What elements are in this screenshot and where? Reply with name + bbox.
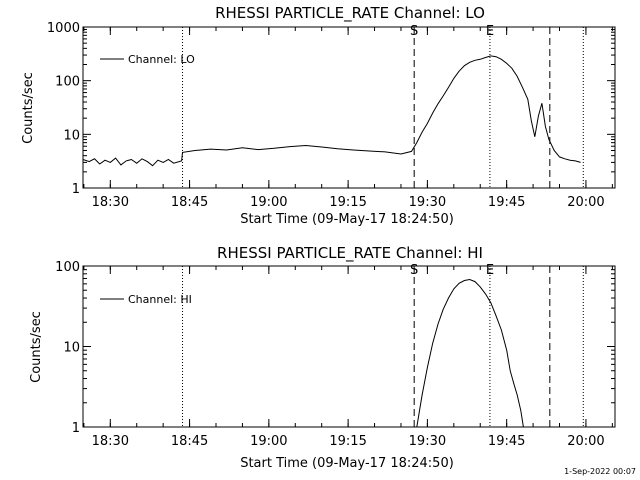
footer-date: 1-Sep-2022 00:07 — [564, 467, 636, 476]
x-tick-label: 18:30 — [92, 434, 129, 449]
y-axis-label: Counts/sec — [29, 311, 44, 383]
x-axis-label: Start Time (09-May-17 18:24:50) — [240, 212, 454, 227]
y-ticks: 1 10 100 1000 — [47, 21, 615, 197]
legend-entry: Channel: HI — [128, 293, 192, 306]
series-line-lo — [82, 55, 581, 167]
x-ticks: 18:30 18:45 19:00 19:15 19:30 19:45 20:00 — [83, 266, 613, 449]
marker-label: S — [410, 24, 418, 39]
x-tick-label: 19:45 — [488, 195, 525, 210]
x-tick-label: 19:30 — [409, 434, 446, 449]
y-tick-label: 1 — [72, 421, 80, 436]
marker-label: S — [410, 263, 418, 278]
y-axis-label: Counts/sec — [21, 72, 36, 144]
series-line-hi — [416, 278, 524, 428]
x-tick-label: 18:30 — [92, 195, 129, 210]
x-tick-label: 18:45 — [171, 195, 208, 210]
x-tick-label: 19:15 — [329, 195, 366, 210]
x-tick-label: 19:00 — [250, 195, 287, 210]
x-ticks: 18:30 18:45 19:00 19:15 19:30 19:45 20:00 — [83, 27, 613, 210]
y-tick-label: 100 — [55, 75, 80, 90]
x-tick-label: 19:45 — [488, 434, 525, 449]
x-tick-label: 20:00 — [567, 195, 604, 210]
y-tick-label: 10 — [63, 128, 80, 143]
y-tick-label: 10 — [63, 341, 80, 356]
marker-label: E — [486, 263, 494, 278]
plot-frame — [82, 26, 616, 189]
x-tick-label: 19:00 — [250, 434, 287, 449]
x-axis-label: Start Time (09-May-17 18:24:50) — [240, 456, 454, 471]
y-tick-label: 1 — [72, 182, 80, 197]
chart-title: RHESSI PARTICLE_RATE Channel: LO — [215, 4, 485, 23]
chart-title: RHESSI PARTICLE_RATE Channel: HI — [217, 244, 483, 263]
legend-entry: Channel: LO — [128, 53, 195, 66]
x-tick-label: 19:15 — [329, 434, 366, 449]
x-tick-label: 18:45 — [171, 434, 208, 449]
y-tick-label: 1000 — [47, 21, 80, 36]
marker-label: E — [486, 24, 494, 39]
x-tick-label: 19:30 — [409, 195, 446, 210]
y-ticks: 1 10 100 — [55, 260, 615, 436]
y-tick-label: 100 — [55, 260, 80, 275]
x-tick-label: 20:00 — [567, 434, 604, 449]
